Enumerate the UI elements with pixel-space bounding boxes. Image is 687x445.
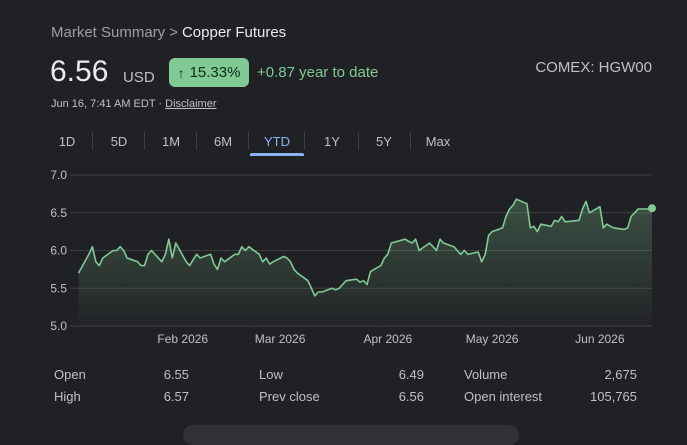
currency-label: USD	[123, 69, 155, 86]
y-tick-label: 6.5	[50, 206, 67, 220]
timestamp: Jun 16, 7:41 AM EDT ·	[51, 98, 163, 110]
breadcrumb-current: Copper Futures	[181, 24, 287, 41]
tab-divider	[144, 132, 145, 150]
stat-value: 6.55	[163, 367, 189, 382]
series-line	[77, 198, 653, 297]
y-axis-labels: 7.0 6.5 6.0 5.5 5.0	[50, 168, 67, 333]
stat-label: Low	[259, 367, 283, 382]
arrow-up-icon: ↑	[177, 64, 185, 81]
stat-value: 6.57	[163, 389, 189, 404]
tab-6m[interactable]: 6M	[213, 133, 233, 149]
breadcrumb: Market Summary > Copper Futures	[51, 24, 286, 41]
tab-divider	[92, 132, 93, 150]
y-tick-label: 5.0	[50, 319, 67, 333]
percent-change-value: 15.33%	[189, 64, 241, 81]
tab-divider	[196, 132, 197, 150]
price-chart[interactable]: 7.0 6.5 6.0 5.5 5.0 Feb 2026 Mar 2026 Apr 2026…	[0, 160, 687, 360]
breadcrumb-separator: >	[169, 24, 178, 41]
timestamp-line: Jun 16, 7:41 AM EDT · Disclaimer	[51, 98, 216, 110]
last-price-point	[648, 204, 656, 213]
stat-label: Open interest	[464, 389, 543, 404]
change-text: +0.87 year to date	[257, 64, 379, 81]
x-tick-label: Feb 2026	[157, 332, 208, 346]
stat-volume: Volume 2,675	[464, 367, 637, 382]
tab-1y[interactable]: 1Y	[324, 133, 340, 149]
x-tick-label: May 2026	[466, 332, 519, 346]
bottom-panel-edge	[183, 425, 519, 445]
percent-change-badge: ↑ 15.33%	[169, 58, 249, 87]
stat-label: Volume	[464, 367, 508, 382]
stat-prev-close: Prev close 6.56	[259, 389, 424, 404]
stat-high: High 6.57	[54, 389, 189, 404]
stat-value: 6.56	[398, 389, 424, 404]
disclaimer-link[interactable]: Disclaimer	[165, 98, 217, 110]
stat-label: Open	[54, 367, 86, 382]
breadcrumb-parent-link[interactable]: Market Summary	[51, 24, 166, 41]
tab-5d[interactable]: 5D	[110, 133, 128, 149]
x-tick-label: Apr 2026	[363, 332, 412, 346]
current-price: 6.56	[50, 55, 109, 88]
tab-divider	[304, 132, 305, 150]
tab-max[interactable]: Max	[425, 133, 451, 149]
stat-label: High	[54, 389, 81, 404]
stat-value: 105,765	[590, 389, 637, 404]
stat-label: Prev close	[259, 389, 320, 404]
x-axis-labels: Feb 2026 Mar 2026 Apr 2026 May 2026 Jun 2026	[157, 332, 624, 346]
y-tick-label: 5.5	[50, 281, 67, 295]
tab-divider	[248, 132, 249, 150]
stat-low: Low 6.49	[259, 367, 424, 382]
stat-value: 2,675	[604, 367, 637, 382]
tab-divider	[410, 132, 411, 150]
y-tick-label: 6.0	[50, 244, 67, 258]
x-tick-label: Jun 2026	[575, 332, 625, 346]
stat-value: 6.49	[398, 367, 424, 382]
stat-open: Open 6.55	[54, 367, 189, 382]
tab-1m[interactable]: 1M	[161, 133, 181, 149]
tab-1d[interactable]: 1D	[58, 133, 76, 149]
stat-open-interest: Open interest 105,765	[464, 389, 637, 404]
tab-5y[interactable]: 5Y	[376, 133, 392, 149]
y-tick-label: 7.0	[50, 168, 67, 182]
tab-ytd[interactable]: YTD	[250, 128, 304, 156]
series-layer	[77, 198, 656, 326]
exchange-ticker: COMEX: HGW00	[535, 59, 652, 76]
tab-divider	[358, 132, 359, 150]
x-tick-label: Mar 2026	[255, 332, 306, 346]
series-area-fill	[78, 199, 652, 326]
